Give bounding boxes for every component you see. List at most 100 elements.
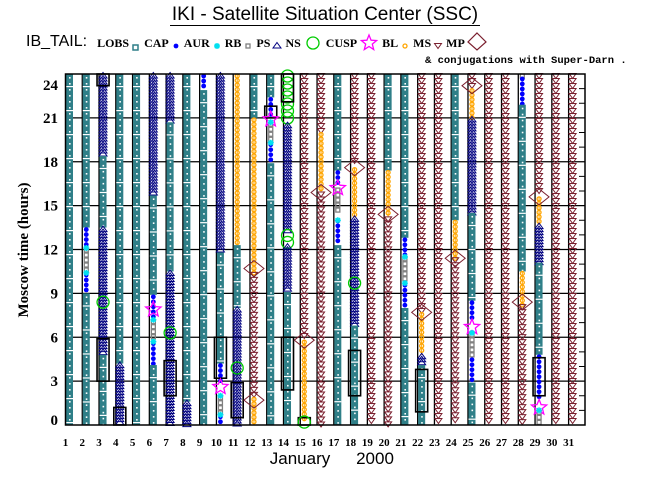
segment-bl (234, 73, 240, 246)
ms-symbol (517, 339, 527, 346)
lobs-mark (69, 305, 71, 307)
ms-symbol (450, 397, 460, 404)
lobs-mark (203, 423, 205, 425)
legend-item-bl: BL (382, 36, 411, 51)
aur-legend-icon (213, 43, 220, 49)
lobs-mark (169, 161, 172, 163)
lobs-mark (270, 328, 272, 330)
lobs-mark (538, 319, 541, 322)
segment-ps (534, 222, 545, 266)
lobs-mark (102, 200, 105, 203)
ms-symbol (450, 307, 460, 314)
ms-symbol (568, 393, 578, 400)
lobs-mark (119, 125, 121, 127)
lobs-mark (136, 83, 138, 85)
ms-symbol (417, 98, 427, 105)
ms-symbol (551, 168, 561, 175)
ms-symbol (350, 128, 360, 135)
ms-symbol (484, 403, 494, 410)
ms-symbol (450, 267, 460, 274)
lobs-mark (203, 315, 205, 317)
day-column-18 (343, 73, 366, 425)
ms-symbol (450, 402, 460, 409)
lobs-mark (102, 218, 105, 221)
ms-symbol (366, 258, 376, 265)
lobs-mark (270, 268, 272, 270)
segment-ms (249, 271, 259, 399)
ms-symbol (433, 348, 443, 355)
ms-symbol (417, 298, 427, 305)
lobs-mark (166, 158, 174, 160)
lobs-mark (471, 257, 474, 260)
ms-symbol (517, 344, 527, 351)
lobs-mark (69, 227, 71, 229)
ms-symbol (433, 288, 443, 295)
lobs-mark (66, 110, 73, 112)
lobs-mark (337, 380, 339, 382)
ms-symbol (366, 78, 376, 85)
rb-legend-icon (245, 43, 252, 49)
cap-symbol (402, 287, 408, 293)
cap-symbol (218, 368, 223, 373)
ms-symbol (316, 256, 326, 263)
ms-symbol (366, 283, 376, 290)
ms-symbol (249, 296, 259, 304)
ms-symbol (568, 378, 578, 385)
lobs-mark (85, 422, 88, 424)
ps-symbol (232, 416, 243, 424)
ms-symbol (501, 173, 510, 180)
lobs-mark (66, 182, 73, 184)
ms-symbol (501, 238, 510, 245)
ms-symbol (299, 263, 309, 270)
ms-symbol (568, 343, 578, 350)
lobs-mark (116, 110, 124, 112)
lobs-mark (203, 201, 205, 203)
ns-marker (347, 276, 362, 290)
ms-symbol (417, 128, 427, 135)
cap-symbol (150, 361, 156, 367)
ms-symbol (366, 358, 376, 365)
ms-symbol (433, 243, 443, 250)
lobs-mark (136, 257, 138, 259)
mp-marker (243, 391, 265, 409)
lobs-mark (66, 134, 73, 136)
ms-symbol (366, 253, 376, 260)
ms-symbol (501, 298, 510, 305)
lobs-mark (337, 368, 339, 370)
ms-symbol (316, 391, 326, 398)
lobs-mark (454, 125, 457, 127)
legend-item-rb: RB (225, 36, 255, 51)
ms-symbol (366, 318, 376, 325)
lobs-mark (203, 183, 205, 185)
ms-symbol (551, 188, 561, 195)
lobs-mark (203, 219, 205, 221)
ms-symbol (433, 148, 443, 155)
lobs-mark (85, 332, 88, 334)
lobs-mark (354, 352, 356, 355)
ms-symbol (383, 376, 393, 383)
lobs-mark (384, 158, 392, 160)
ms-symbol (501, 408, 510, 415)
lobs-mark (82, 305, 90, 307)
ps-symbol (181, 417, 192, 425)
ms-symbol (484, 128, 494, 135)
ms-symbol (568, 388, 578, 395)
segment-bl (251, 396, 257, 425)
lobs-mark (203, 345, 205, 347)
lobs-mark (119, 119, 121, 121)
lobs-mark (69, 173, 71, 175)
ms-symbol (299, 98, 309, 105)
lobs-mark (404, 317, 406, 319)
lobs-mark (186, 227, 188, 229)
rb-symbol (83, 252, 89, 258)
cap-symbol (402, 292, 408, 298)
lobs-mark (538, 295, 541, 298)
ms-symbol (417, 123, 427, 130)
lobs-mark (337, 161, 339, 163)
lobs-mark (186, 167, 188, 169)
ms-symbol (433, 378, 443, 385)
lobs-mark (136, 203, 138, 205)
ms-symbol (501, 393, 510, 400)
superdarn-conjunction-box (280, 336, 295, 391)
lobs-mark (169, 179, 172, 181)
